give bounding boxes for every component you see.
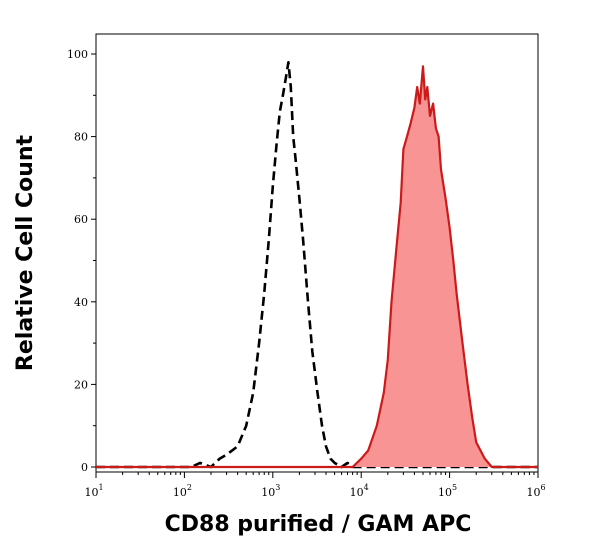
x-tick-label-0: 101 [84, 483, 103, 499]
y-tick-label-100: 100 [67, 48, 88, 61]
series-layer [96, 61, 538, 469]
x-tick-label-1: 102 [173, 483, 192, 499]
plot-border [95, 33, 539, 473]
series-1-area [96, 66, 538, 468]
x-tick-label-2: 103 [261, 483, 280, 499]
x-tick-label-3: 104 [350, 483, 369, 499]
y-tick-label-40: 40 [74, 296, 88, 309]
series-1-line [96, 65, 538, 469]
y-tick-label-0: 0 [81, 461, 88, 474]
y-axis-title: Relative Cell Count [13, 134, 38, 371]
y-tick-label-20: 20 [74, 378, 88, 391]
x-axis-title: CD88 purified / GAM APC [165, 512, 472, 537]
axis-layer: 0 20 40 60 80 100 101 102 103 104 105 106 [67, 48, 546, 499]
x-tick-label-4: 105 [438, 483, 457, 499]
y-tick-label-60: 60 [74, 213, 88, 226]
y-tick-label-80: 80 [74, 131, 88, 144]
series-0-line [96, 61, 538, 469]
x-tick-label-5: 106 [526, 483, 545, 499]
plot-area [95, 33, 539, 473]
